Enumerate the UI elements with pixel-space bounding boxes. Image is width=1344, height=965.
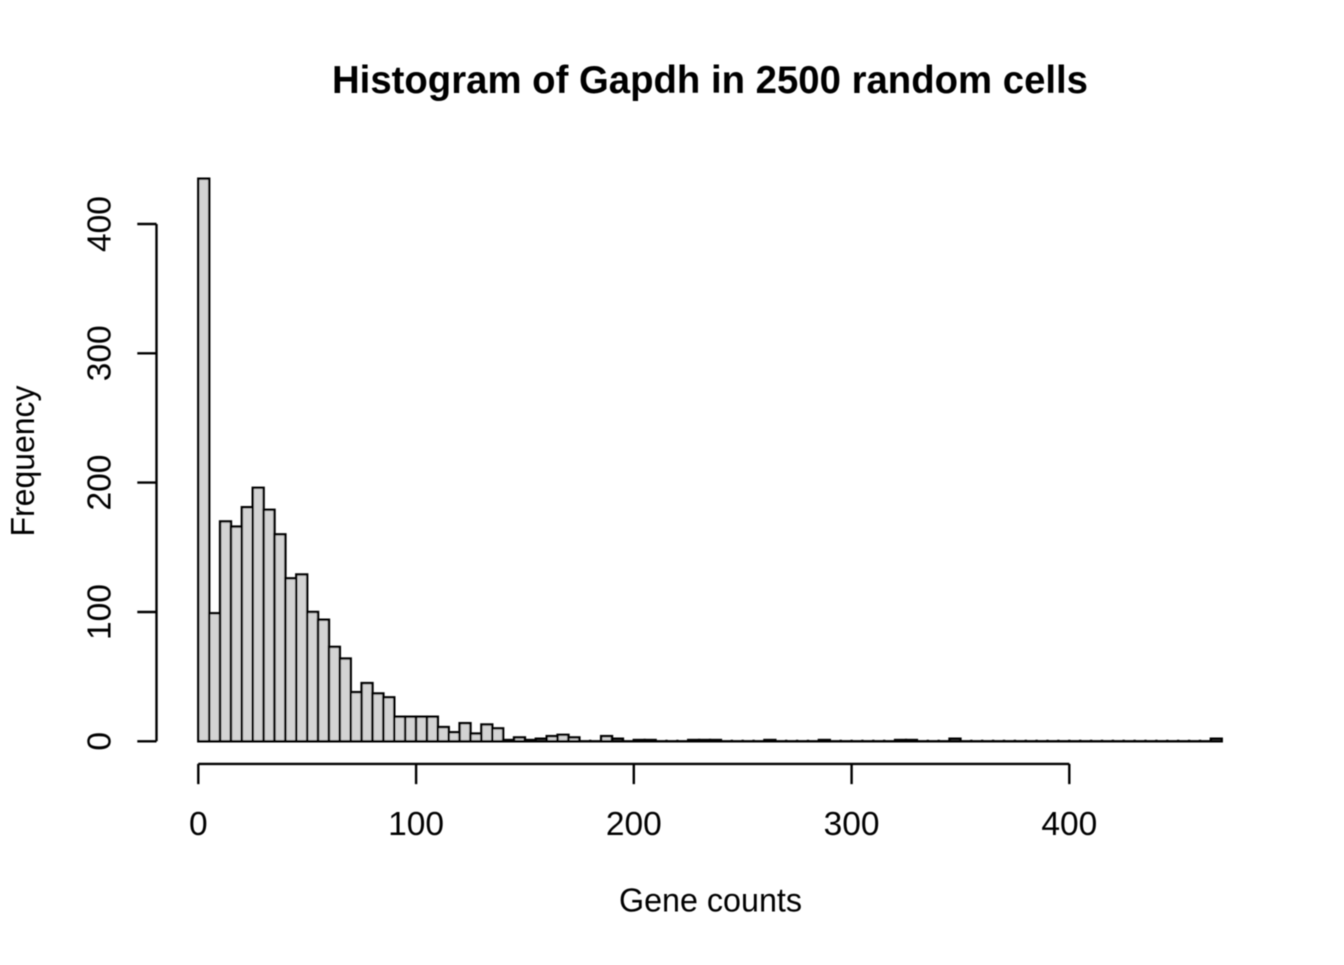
svg-text:Gene counts: Gene counts [619,882,802,919]
svg-text:400: 400 [82,196,119,252]
svg-text:200: 200 [606,806,662,843]
svg-text:0: 0 [82,732,119,751]
svg-text:300: 300 [824,806,880,843]
svg-text:200: 200 [82,455,119,511]
svg-text:Histogram of Gapdh in 2500 ran: Histogram of Gapdh in 2500 random cells [332,59,1088,102]
svg-text:300: 300 [82,325,119,381]
svg-text:0: 0 [189,806,208,843]
svg-text:Frequency: Frequency [5,385,42,536]
svg-text:100: 100 [388,806,444,843]
svg-text:100: 100 [82,584,119,640]
svg-text:400: 400 [1041,806,1097,843]
